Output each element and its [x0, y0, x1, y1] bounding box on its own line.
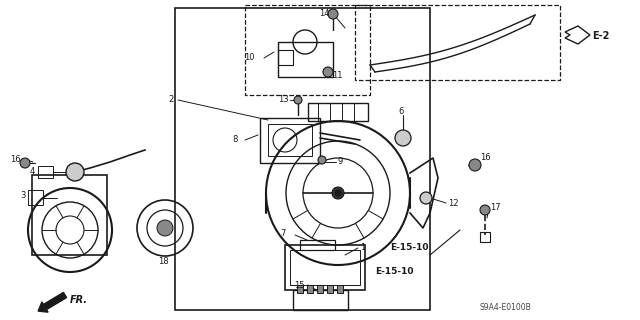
- Text: 4: 4: [30, 167, 35, 177]
- Bar: [278, 42, 333, 77]
- Bar: [175, 8, 430, 310]
- Circle shape: [332, 187, 344, 199]
- Text: 16: 16: [10, 156, 20, 164]
- Text: E-15-10: E-15-10: [390, 243, 429, 252]
- Circle shape: [395, 130, 411, 146]
- Circle shape: [318, 156, 326, 164]
- Text: 9: 9: [338, 157, 343, 166]
- Text: 3: 3: [20, 191, 26, 201]
- Text: 17: 17: [490, 203, 500, 212]
- Text: 7: 7: [280, 229, 285, 238]
- Circle shape: [328, 9, 338, 19]
- Circle shape: [469, 159, 481, 171]
- Bar: [317, 285, 323, 293]
- Bar: [278, 50, 293, 65]
- Circle shape: [335, 190, 341, 196]
- Text: 15: 15: [294, 281, 305, 290]
- Bar: [307, 285, 313, 293]
- Circle shape: [157, 220, 173, 236]
- Text: E-2: E-2: [592, 31, 609, 41]
- Text: 16: 16: [480, 154, 491, 163]
- Bar: [297, 285, 303, 293]
- Text: 2: 2: [168, 95, 173, 105]
- Bar: [290, 250, 360, 285]
- Text: E-15-10: E-15-10: [375, 268, 413, 276]
- Text: 8: 8: [232, 135, 237, 145]
- Bar: [38, 166, 53, 178]
- Polygon shape: [565, 26, 590, 44]
- Circle shape: [20, 158, 30, 168]
- Bar: [337, 285, 343, 293]
- Text: S9A4-E0100B: S9A4-E0100B: [480, 303, 532, 313]
- Bar: [260, 118, 320, 163]
- Circle shape: [66, 163, 84, 181]
- Text: 18: 18: [158, 258, 168, 267]
- Circle shape: [480, 205, 490, 215]
- Bar: [300, 240, 335, 250]
- Bar: [293, 290, 348, 310]
- Text: 13: 13: [278, 95, 289, 105]
- Text: 6: 6: [398, 107, 403, 116]
- Text: 11: 11: [332, 70, 342, 79]
- Text: 10: 10: [244, 52, 255, 61]
- Text: 12: 12: [448, 198, 458, 207]
- FancyArrow shape: [38, 292, 67, 312]
- Circle shape: [294, 96, 302, 104]
- Text: FR.: FR.: [70, 295, 88, 305]
- Bar: [327, 285, 333, 293]
- Bar: [32, 175, 107, 255]
- Bar: [268, 124, 312, 156]
- Bar: [308, 103, 368, 121]
- Bar: [480, 232, 490, 242]
- Text: 14: 14: [319, 9, 330, 18]
- Bar: [28, 190, 43, 205]
- Circle shape: [323, 67, 333, 77]
- Circle shape: [420, 192, 432, 204]
- Bar: [285, 245, 365, 290]
- Text: 1: 1: [360, 243, 365, 252]
